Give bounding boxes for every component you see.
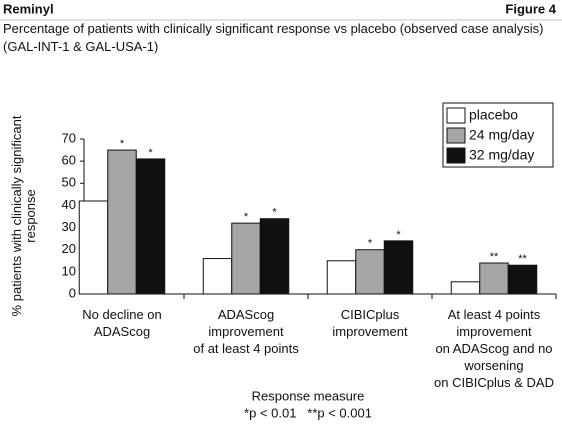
significance-marker: **: [518, 253, 527, 265]
text-line: response: [23, 189, 38, 242]
significance-marker: *: [368, 238, 373, 250]
text-line: ADAScog: [218, 307, 274, 322]
x-tick-label: At least 4 points improvement on ADAScog a…: [434, 307, 554, 390]
y-tick-label: 30: [62, 219, 76, 234]
legend-swatch: [446, 107, 466, 124]
bar: [231, 222, 261, 295]
text-line: improvement: [332, 324, 408, 339]
y-tick-label: 20: [62, 241, 76, 256]
significance-marker: *: [396, 229, 401, 241]
legend-swatch: [446, 147, 466, 164]
text-line: improvement: [208, 324, 284, 339]
x-tick-label: ADAScog improvement of at least 4 points: [193, 307, 299, 356]
significance-marker: *: [272, 207, 277, 219]
text-line: CIBICplus: [341, 307, 400, 322]
legend-label: placebo: [469, 107, 518, 123]
y-tick-label: 50: [62, 175, 76, 190]
text-line: % patients with clinically significant: [9, 115, 24, 316]
bar: [107, 149, 137, 295]
text-line: Percentage of patients with clinically s…: [3, 21, 544, 36]
x-axis-label: Response measure: [252, 388, 365, 403]
bar: [326, 260, 357, 295]
chart-title: Percentage of patients with clinically s…: [3, 21, 544, 54]
legend-swatch: [446, 127, 466, 144]
y-axis-label: % patients with clinically significantre…: [9, 115, 38, 316]
bar: [78, 200, 109, 295]
bar: [135, 158, 166, 295]
significance-marker: *: [148, 147, 153, 159]
significance-marker: *: [120, 138, 125, 150]
text-line: on ADAScog and no: [435, 341, 552, 356]
significance-marker: *: [244, 211, 249, 223]
text-line: on CIBICplus & DAD: [434, 375, 554, 390]
significance-marker: **: [490, 251, 499, 263]
text-line: (GAL-INT-1 & GAL-USA-1): [3, 39, 158, 54]
bar: [479, 262, 509, 295]
bar: [259, 218, 290, 295]
bar: [450, 281, 481, 295]
x-tick-label: CIBICplus improvement: [332, 307, 408, 339]
bar: [202, 258, 233, 295]
legend-label: 24 mg/day: [469, 127, 534, 143]
bar: [507, 264, 538, 295]
legend-label: 32 mg/day: [469, 147, 534, 163]
text-line: improvement: [456, 324, 532, 339]
y-tick-label: 10: [62, 263, 76, 278]
figure-label: Figure 4: [505, 1, 556, 16]
y-tick-label: 60: [62, 153, 76, 168]
text-line: No decline on: [82, 307, 162, 322]
header: Reminyl: [3, 1, 54, 16]
y-tick-label: 0: [69, 285, 76, 300]
bar: [355, 249, 385, 295]
text-line: ADAScog: [94, 324, 150, 339]
text-line: worsening: [463, 358, 523, 373]
text-line: At least 4 points: [448, 307, 541, 322]
y-tick-label: 70: [62, 130, 76, 145]
y-tick-label: 40: [62, 197, 76, 212]
text-line: of at least 4 points: [193, 341, 299, 356]
bar: [383, 240, 414, 295]
footnote: *p < 0.01 **p < 0.001: [244, 405, 372, 420]
x-tick-label: No decline on ADAScog: [82, 307, 162, 339]
